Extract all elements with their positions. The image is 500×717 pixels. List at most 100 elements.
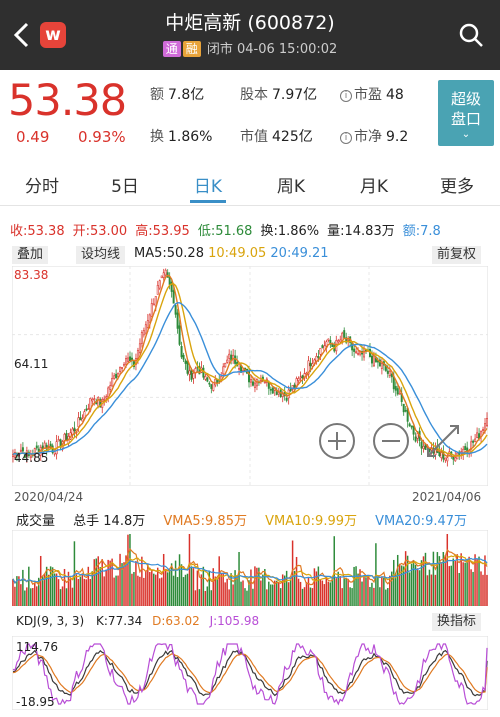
volume-bar [281,574,284,606]
volume-bar [30,588,32,606]
volume-bar [210,590,213,606]
volume-bar [242,580,244,606]
overlay-button[interactable]: 叠加 [12,246,49,264]
candle-body [355,351,358,354]
candle-body [83,411,86,419]
candle-body [396,388,399,395]
volume-bar [230,573,232,606]
candle-body [444,457,447,461]
volume-bar [196,570,199,606]
candle-body [178,325,181,345]
candle-body [452,456,455,460]
candle-body [111,377,114,387]
candlestick-chart[interactable] [12,266,488,486]
stat-pb[interactable]: i 市净 9.2 [340,126,408,146]
tab-more[interactable]: 更多 [440,177,474,197]
volume-bar [103,576,105,606]
ma20-line [12,302,488,456]
volume-bar [454,560,456,606]
tab-intraday[interactable]: 分时 [25,177,59,197]
candle-body [121,367,124,369]
volume-bar [151,570,153,606]
candle-body [164,269,167,276]
switch-indicator-button[interactable]: 换指标 [432,613,482,631]
super-orderbook-button[interactable]: 超级 盘口 ⌄ [438,80,494,146]
volume-bar [208,571,211,606]
volume-bar [472,571,474,606]
kdj-d-line [12,653,488,694]
volume-bar [400,565,403,606]
kdj-chart[interactable] [12,636,488,710]
volume-bar [51,567,54,606]
volume-bar [250,569,252,606]
candle-body [484,423,487,431]
candle-body [343,330,346,338]
volume-bar [158,578,161,606]
volume-bar [279,588,282,606]
zoom-in-icon[interactable] [318,422,356,460]
kdj-j: J:105.98 [209,614,260,628]
tab-monthly-k[interactable]: 月K [359,177,389,197]
tab-5day[interactable]: 5日 [111,177,139,197]
candle-body [482,429,485,431]
ma-legend: MA5:50.28 10:49.05 20:49.21 [134,246,329,261]
volume-bar [486,574,488,606]
tab-daily-k[interactable]: 日K [193,177,223,197]
candle-body [228,353,231,359]
app-logo-icon[interactable]: w [40,22,66,48]
candle-body [65,432,68,441]
volume-bar [478,556,480,606]
volume-bar [371,582,373,606]
tab-weekly-k[interactable]: 周K [276,177,306,197]
stat-pe[interactable]: i 市盈 48 [340,84,404,104]
candle-body [208,382,211,385]
candle-body [353,348,356,352]
candle-body [410,425,413,428]
candle-body [269,389,272,391]
volume-bar [43,573,46,606]
ma-settings-button[interactable]: 设均线 [76,246,126,264]
candle-body [123,363,126,367]
volume-chart[interactable] [12,530,488,606]
ma10-value: 10:49.05 [208,246,267,261]
volume-bar [464,562,466,606]
candle-body [446,457,449,462]
price-axis-top: 83.38 [14,268,49,282]
volume-bar [28,566,30,606]
search-icon[interactable] [458,22,484,48]
candle-body [253,382,256,388]
volume-bar [178,554,181,606]
volume-bar [347,578,349,606]
volume-bar [180,564,183,606]
volume-bar [192,568,195,606]
back-arrow-icon[interactable] [10,20,34,50]
candle-body [357,352,360,355]
volume-bar [16,576,18,606]
zoom-out-icon[interactable] [372,422,410,460]
volume-bar [275,580,278,606]
volume-bar [85,579,88,606]
volume-bar [141,556,143,606]
candle-body [73,427,76,432]
candle-body [331,344,334,347]
volume-bar [105,569,107,606]
top-bar: w 中炬高新 (600872) 通融 闭市 04-06 15:00:02 [0,0,500,70]
volume-bar [32,588,34,606]
volume-bar [295,556,298,606]
volume-bar [254,566,256,606]
kdj-title[interactable]: KDJ(9, 3, 3) [16,614,85,628]
volume-bar [450,565,453,606]
volume-bar [393,559,395,606]
candle-body [156,285,159,295]
stat-market-cap: 市值 425亿 [240,129,313,145]
volume-bar [444,555,447,606]
volume-bar [155,574,157,606]
volume-bar [484,555,486,606]
adjust-button[interactable]: 前复权 [432,246,482,264]
volume-bar [164,569,167,606]
vma5-line [12,548,488,586]
date-end: 2021/04/06 [412,490,482,504]
fullscreen-icon[interactable] [424,422,462,460]
candle-body [127,357,130,362]
volume-bar [448,566,451,606]
